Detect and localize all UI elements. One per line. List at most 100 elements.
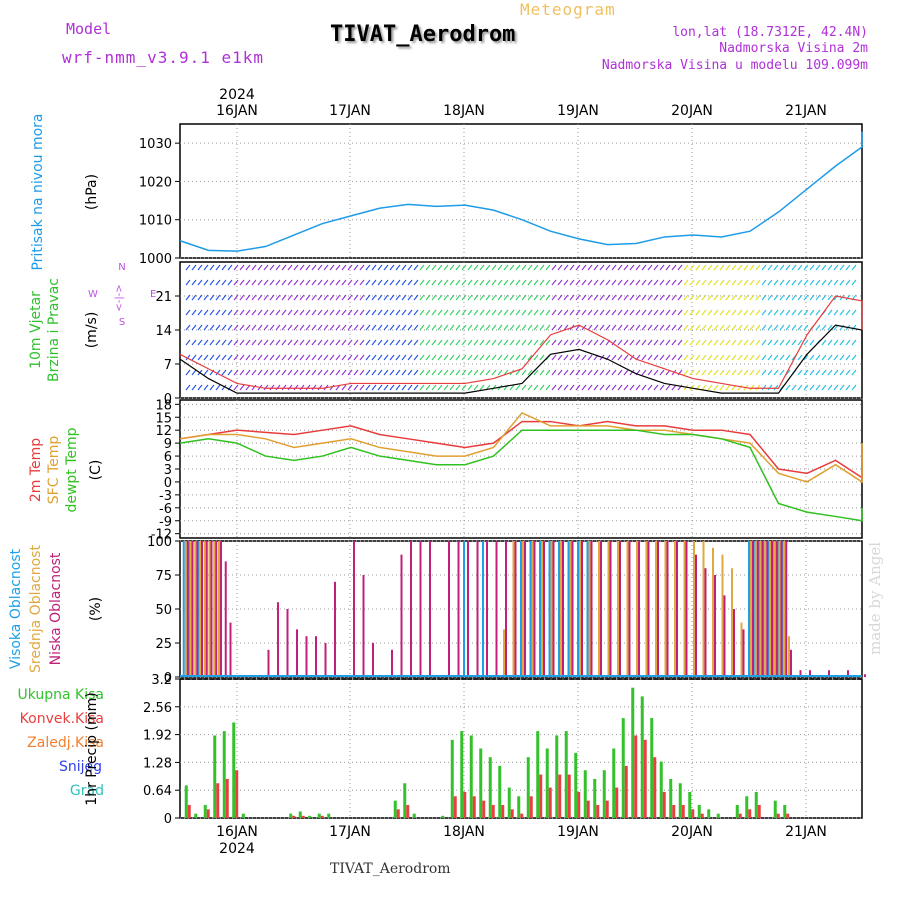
wind-barb xyxy=(305,354,311,361)
wind-barb xyxy=(719,354,725,361)
wind-barb xyxy=(611,264,617,271)
wind-barb xyxy=(827,294,833,301)
wind-barb xyxy=(461,339,467,346)
precip-bar xyxy=(479,748,483,818)
wind-barb xyxy=(197,354,203,361)
wind-barb xyxy=(707,324,713,331)
wind-barb xyxy=(683,264,689,271)
wind-barb xyxy=(575,384,581,391)
wind-barb xyxy=(455,309,461,316)
wind-barb xyxy=(275,354,281,361)
precip-bar xyxy=(672,804,676,818)
wind-barb xyxy=(755,294,761,301)
wind-barb xyxy=(773,369,779,376)
cloud-bar xyxy=(607,541,610,677)
wind-barb xyxy=(779,309,785,316)
wind-barb xyxy=(407,279,413,286)
wind-barb xyxy=(419,309,425,316)
wind-barb xyxy=(575,279,581,286)
wind-barb xyxy=(629,324,635,331)
wind-barb xyxy=(737,339,743,346)
cloud-bar xyxy=(296,629,298,677)
wind-barb xyxy=(281,309,287,316)
y-tick-label: 1030 xyxy=(139,137,172,152)
cloud-bar xyxy=(552,541,555,677)
wind-barb xyxy=(479,384,485,391)
wind-barb xyxy=(743,279,749,286)
wind-barb xyxy=(443,339,449,346)
wind-barb xyxy=(617,384,623,391)
wind-barb xyxy=(239,369,245,376)
wind-barb xyxy=(689,264,695,271)
wind-barb xyxy=(575,354,581,361)
y-tick-label: 21 xyxy=(155,290,172,305)
wind-barb xyxy=(851,279,857,286)
wind-barb xyxy=(509,264,515,271)
wind-barb xyxy=(479,369,485,376)
wind-barb xyxy=(431,324,437,331)
wind-barb xyxy=(203,384,209,391)
precip-bar xyxy=(225,778,229,818)
x-bottom-label: 19JAN xyxy=(557,824,599,840)
wind-barb xyxy=(737,354,743,361)
wind-barb xyxy=(491,309,497,316)
wind-barb xyxy=(749,324,755,331)
precip-bar xyxy=(757,804,761,818)
wind-barb xyxy=(311,354,317,361)
wind-barb xyxy=(749,339,755,346)
wind-barb xyxy=(287,324,293,331)
cloud-bar xyxy=(531,541,534,677)
cloud-bar xyxy=(712,547,714,677)
wind-barb xyxy=(431,309,437,316)
wind-barb xyxy=(239,264,245,271)
page-title: TIVAT_Aerodrom xyxy=(330,22,516,47)
wind-barb xyxy=(725,384,731,391)
wind-barb xyxy=(245,354,251,361)
wind-barb xyxy=(431,339,437,346)
wind-barb xyxy=(269,354,275,361)
wind-barb xyxy=(503,279,509,286)
wind-barb xyxy=(455,384,461,391)
wind-barb xyxy=(203,294,209,301)
wind-barb xyxy=(461,324,467,331)
wind-barb xyxy=(329,264,335,271)
wind-barb xyxy=(617,369,623,376)
wind-barb xyxy=(401,339,407,346)
wind-barb xyxy=(383,309,389,316)
wind-barb xyxy=(401,324,407,331)
wind-barb xyxy=(785,339,791,346)
wind-barb xyxy=(437,324,443,331)
wind-barb xyxy=(185,324,191,331)
precip-bar xyxy=(235,770,239,818)
wind-barb xyxy=(287,384,293,391)
wind-barb xyxy=(227,294,233,301)
y-tick-label: 1010 xyxy=(139,214,172,229)
wind-barb xyxy=(635,339,641,346)
wind-barb xyxy=(197,309,203,316)
cloud-bar xyxy=(186,541,189,677)
y-tick-label: 0.64 xyxy=(143,784,172,799)
wind-barb xyxy=(743,264,749,271)
wind-barb xyxy=(347,309,353,316)
wind-barb xyxy=(287,339,293,346)
wind-barb xyxy=(563,279,569,286)
wind-barb xyxy=(581,384,587,391)
wind-barb xyxy=(641,294,647,301)
wind-barb xyxy=(839,279,845,286)
wind-barb xyxy=(293,384,299,391)
wind-barb xyxy=(521,339,527,346)
x-bottom-label: 18JAN xyxy=(443,824,485,840)
wind-barb xyxy=(605,264,611,271)
wind-barb xyxy=(485,369,491,376)
model-label: Model xyxy=(66,20,112,38)
wind-barb xyxy=(245,309,251,316)
cloud-bar xyxy=(590,541,593,677)
wind-barb xyxy=(521,324,527,331)
precip-bar xyxy=(678,783,682,818)
precip-bar xyxy=(653,757,657,818)
wind-barb xyxy=(377,264,383,271)
temp-line-2 xyxy=(179,429,863,522)
wind-barb xyxy=(725,294,731,301)
wind-barb xyxy=(695,339,701,346)
precip-bar xyxy=(289,813,293,818)
